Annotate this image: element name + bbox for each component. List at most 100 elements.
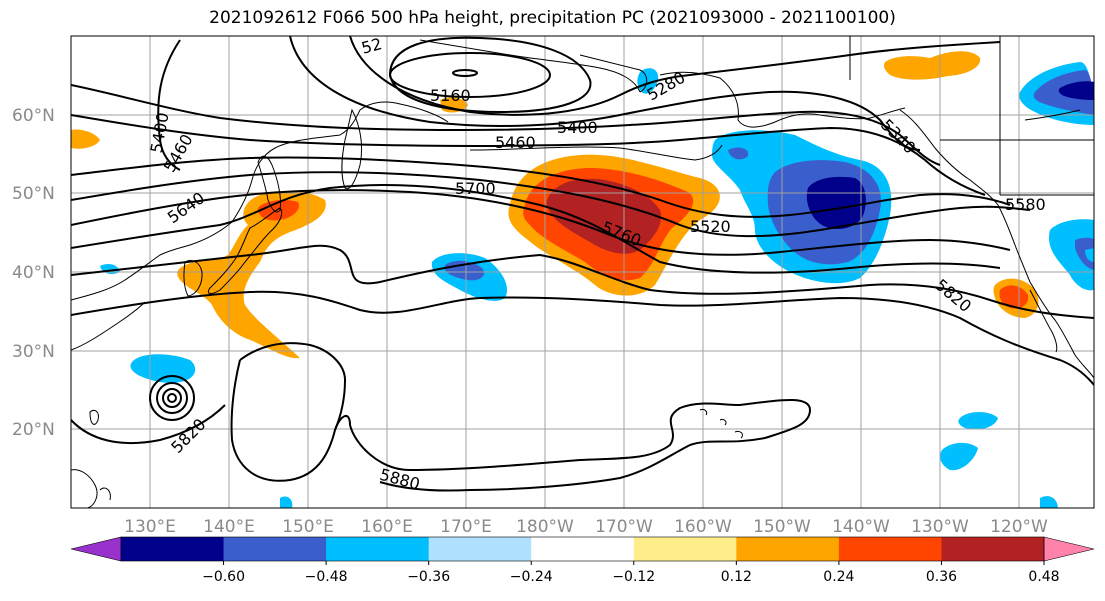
contour-label-5700: 5700 [455, 179, 496, 198]
lon-axis: 130°E 140°E 150°E 160°E 170°E 180°W 170°… [124, 517, 1048, 537]
contour-label-5400-west: 5400 [147, 111, 173, 154]
coast-aleutians [469, 144, 723, 161]
contour-label-52: 52 [359, 34, 384, 58]
coast-canada-inland [849, 36, 1081, 195]
lon-label-120w: 120°W [990, 517, 1048, 537]
coast-taiwan [89, 409, 99, 425]
contour-typhoon-2 [156, 382, 188, 414]
colorbar-extend-high [1043, 536, 1095, 562]
positive-anomaly-baja-core [999, 285, 1029, 309]
colorbar-segment [838, 537, 942, 561]
negative-anomaly-hawaii-east [958, 412, 998, 430]
coast-kamchatka [341, 108, 363, 190]
contour-5340 [289, 36, 921, 151]
colorbar-tick-label: −0.60 [202, 569, 245, 585]
colorbar-extend-low [70, 536, 122, 562]
contour-5880 [230, 359, 812, 492]
colorbar-tick-label: 0.24 [823, 569, 854, 585]
negative-anomaly-mexico [940, 442, 978, 471]
lon-label-130e: 130°E [124, 517, 176, 537]
contour-typhoon-1 [149, 375, 195, 421]
lon-label-140e: 140°E [203, 517, 255, 537]
contour-5400 [71, 84, 941, 166]
contour-typhoon-3 [162, 388, 182, 408]
coast-alaska-panhandle [899, 109, 999, 206]
colorbar-segment [633, 537, 737, 561]
negative-anomaly-small-2 [280, 496, 293, 508]
negative-anomaly-gulf-alaska-core [806, 176, 866, 230]
lon-label-140w: 140°W [832, 517, 890, 537]
negative-anomaly-us-west [1049, 219, 1094, 291]
colorbar-segment [531, 537, 635, 561]
contour-5820 [71, 290, 1094, 386]
lon-label-160w: 160°W [674, 517, 732, 537]
contour-5700 [71, 183, 1001, 274]
lat-label-50n: 50°N [12, 184, 55, 204]
contour-5820-south [71, 404, 226, 444]
height-contours [71, 36, 1094, 492]
negative-anomaly-us-west-mid [1075, 237, 1094, 270]
colorbar-segment [941, 537, 1045, 561]
colorbar-tick-label: −0.48 [305, 569, 348, 585]
colorbar-tick-label: 0.36 [926, 569, 957, 585]
coast-alaska [659, 71, 906, 128]
precip-anomaly-shading [71, 51, 1094, 508]
colorbar-segment [223, 537, 327, 561]
contour-typhoon-4 [167, 393, 177, 403]
lat-label-20n: 20°N [12, 420, 55, 440]
colorbar-segment [121, 537, 225, 561]
contour-5580 [71, 171, 1031, 238]
negative-anomaly-typhoon [130, 354, 196, 383]
colorbar: −0.60 −0.48 −0.36 −0.24 −0.12 0.12 0.24 0.36 0.4… [70, 536, 1095, 585]
coast-siberia-north [419, 39, 641, 93]
colorbar-tick-label: −0.36 [407, 569, 450, 585]
negative-anomaly-sw [1040, 496, 1058, 508]
map-frame [70, 35, 1095, 509]
colorbar-tick-label: −0.24 [510, 569, 553, 585]
lon-label-160e: 160°E [361, 517, 413, 537]
positive-anomaly-canada [884, 51, 981, 80]
colorbar-tick-label: 0.48 [1028, 569, 1059, 585]
colorbar-outline [120, 536, 1045, 562]
coast-sakhalin [257, 155, 281, 213]
coastlines [71, 36, 1094, 508]
positive-anomaly-west-edge [71, 129, 100, 149]
lon-label-150e: 150°E [282, 517, 334, 537]
contour-label-5520: 5520 [690, 217, 731, 236]
coast-north-america-west [997, 204, 1094, 379]
lon-label-150w: 150°W [753, 517, 811, 537]
lat-label-60n: 60°N [12, 106, 55, 126]
negative-anomaly-small-4 [1085, 248, 1094, 262]
colorbar-segment [326, 537, 430, 561]
contour-label-5160: 5160 [430, 86, 471, 105]
coast-philippines [71, 469, 111, 508]
contour-label-5400: 5400 [557, 118, 598, 137]
colorbar-segment [428, 537, 532, 561]
negative-anomaly-canada-core [1058, 81, 1094, 100]
coast-us-border [940, 139, 1094, 196]
lat-label-30n: 30°N [12, 342, 55, 362]
contour-5760 [71, 244, 1094, 319]
positive-anomaly-japan [177, 190, 326, 359]
contour-label-5460: 5460 [495, 133, 536, 152]
colorbar-tick-label: −0.12 [612, 569, 655, 585]
contour-low-bering-2 [388, 36, 592, 114]
coast-chukotka [579, 54, 648, 93]
coast-baja [1029, 289, 1058, 353]
contour-5640 [71, 189, 1011, 256]
lon-label-130w: 130°W [911, 517, 969, 537]
lon-label-170e: 170°E [440, 517, 492, 537]
colorbar-tick-label: 0.12 [721, 569, 752, 585]
contour-label-5640: 5640 [164, 188, 208, 227]
contour-5460 [71, 114, 986, 196]
colorbar-segment [736, 537, 840, 561]
contour-low-bering-inner [452, 69, 478, 77]
lon-label-170w: 170°W [595, 517, 653, 537]
coast-hawaii [699, 409, 743, 439]
negative-anomaly-alaska-small [728, 147, 749, 160]
lon-label-180w: 180°W [516, 517, 574, 537]
coast-east-asia [71, 101, 449, 301]
contour-5520 [71, 156, 1011, 218]
positive-anomaly-central-pacific-core [546, 178, 662, 254]
coast-china [71, 301, 146, 351]
